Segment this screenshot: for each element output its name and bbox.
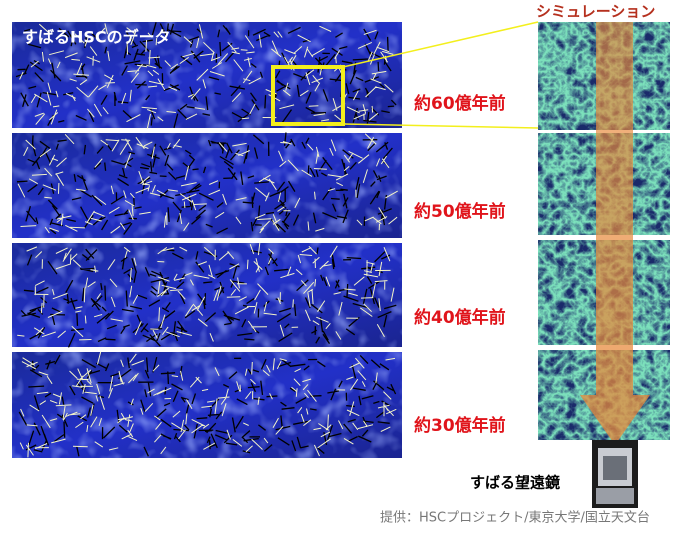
epoch-label: 約50億年前 xyxy=(414,201,506,222)
zoom-line xyxy=(342,21,539,68)
shear-sticks xyxy=(19,351,397,458)
time-arrow xyxy=(580,22,650,445)
map-density xyxy=(12,133,402,238)
zoom-line xyxy=(342,123,539,129)
map-density xyxy=(12,352,402,458)
data-title: すばるHSCのデータ xyxy=(22,28,171,47)
telescope-image xyxy=(592,440,638,508)
shear-sticks xyxy=(17,242,395,342)
zoom-box xyxy=(271,65,345,126)
simulation-title: シミュレーション xyxy=(536,3,655,21)
epoch-label: 約60億年前 xyxy=(414,93,506,114)
shear-sticks xyxy=(17,133,398,234)
hsc-panels xyxy=(12,22,402,458)
shear-sticks xyxy=(19,23,394,130)
epoch-label: 約40億年前 xyxy=(414,307,506,328)
shear-sticks xyxy=(16,132,393,235)
telescope-label: すばる望遠鏡 xyxy=(470,474,560,492)
epoch-label: 約30億年前 xyxy=(414,415,506,436)
credit: 提供：HSCプロジェクト/東京大学/国立天文台 xyxy=(380,510,650,526)
